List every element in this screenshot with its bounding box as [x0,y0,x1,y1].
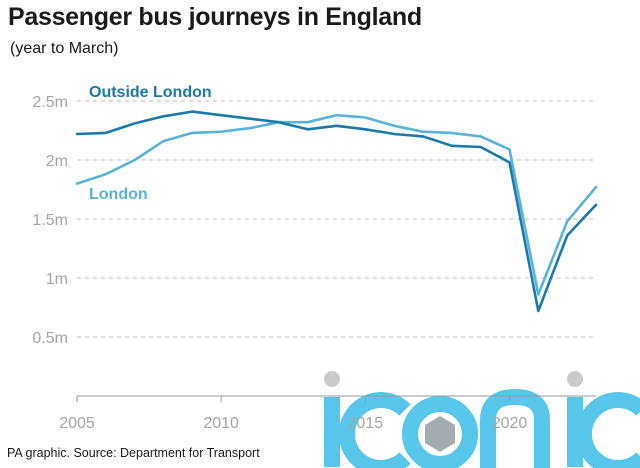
watermark-logo [324,371,640,468]
x-tick-label: 2020 [492,415,528,432]
y-tick-label: 1m [46,271,68,288]
y-tick-label: 2m [46,153,68,170]
series-label-london: London [89,186,148,203]
chart-subtitle: (year to March) [10,40,119,57]
y-tick-label: 2.5m [32,94,68,111]
x-tick-label: 2015 [348,415,384,432]
y-tick-label: 1.5m [32,212,68,229]
source-note: PA graphic. Source: Department for Trans… [7,446,260,460]
x-tick-label: 2010 [203,415,239,432]
series-line-outside-london [75,110,598,313]
series-label-outside-london: Outside London [89,84,212,101]
x-tick-label: 2005 [59,415,95,432]
series-line-london [75,113,598,296]
y-tick-label: 0.5m [32,330,68,347]
chart-title: Passenger bus journeys in England [8,3,422,31]
